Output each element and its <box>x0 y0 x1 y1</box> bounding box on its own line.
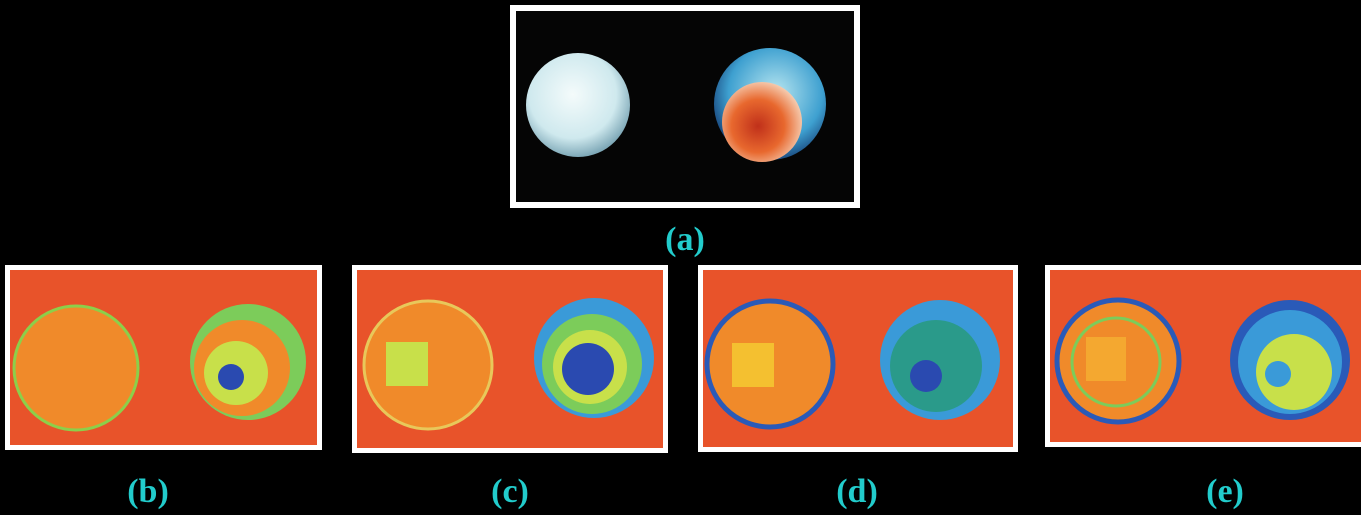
panel-label: (a) <box>665 221 705 258</box>
panel-c <box>352 265 668 453</box>
figure: (a) (b) (c) (d) <box>0 0 1361 515</box>
panel-label: (c) <box>491 473 529 510</box>
panel-e <box>1045 265 1361 447</box>
panel-label: (b) <box>127 473 169 510</box>
panel-d <box>698 265 1018 452</box>
panel-b <box>5 265 322 450</box>
panel-label: (d) <box>836 473 878 510</box>
panel-label: (e) <box>1206 473 1244 510</box>
panel-a <box>510 5 860 208</box>
